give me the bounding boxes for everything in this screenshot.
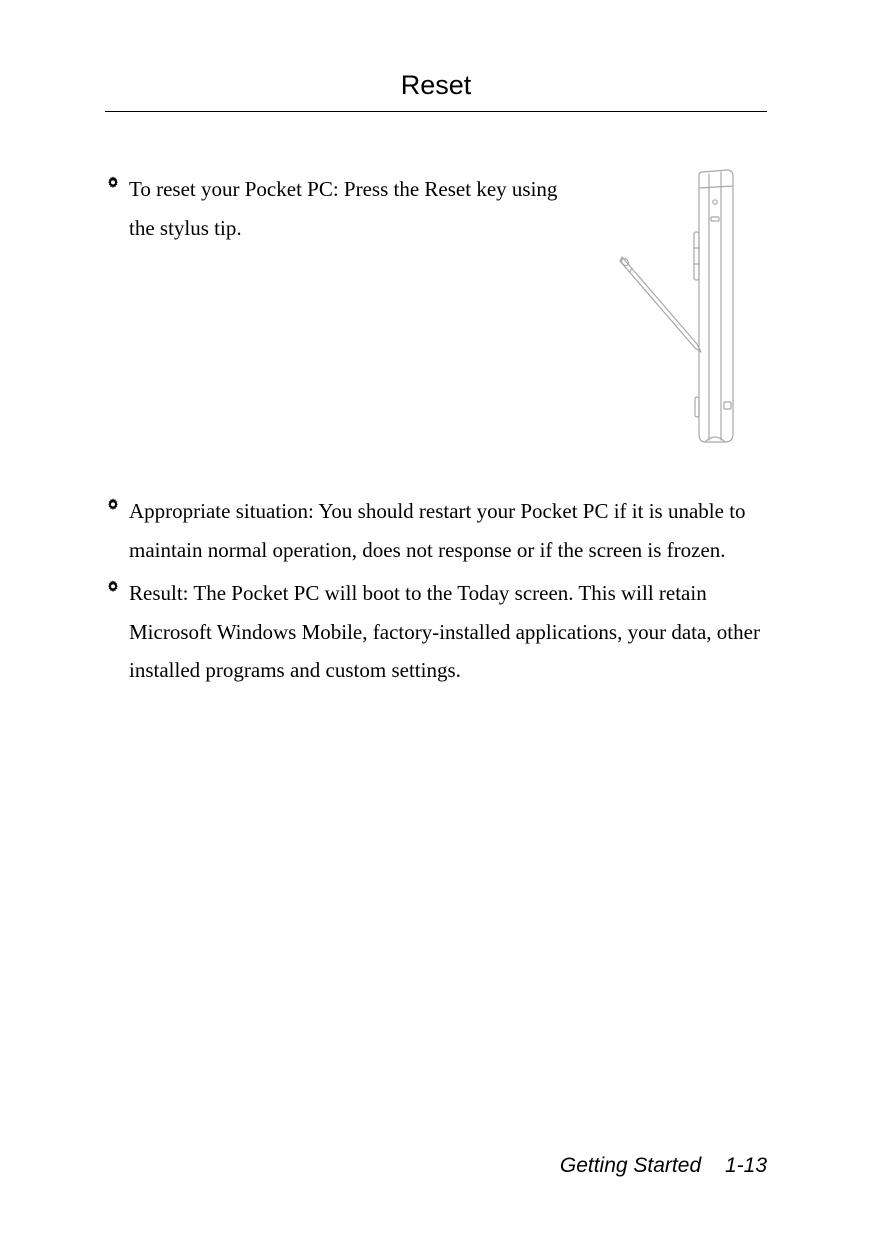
footer-section: Getting Started [560, 1154, 701, 1177]
gear-bullet-icon [105, 175, 123, 196]
page-title: Reset [105, 70, 767, 111]
document-page: Reset To reset your Pocket PC: Press the… [0, 0, 872, 1238]
top-text-block: To reset your Pocket PC: Press the Reset… [105, 162, 567, 252]
bullet-item: To reset your Pocket PC: Press the Reset… [105, 170, 567, 248]
top-content-row: To reset your Pocket PC: Press the Reset… [105, 162, 767, 452]
gear-bullet-icon [105, 497, 123, 518]
lower-text-block: Appropriate situation: You should restar… [105, 492, 767, 690]
bullet-text: Result: The Pocket PC will boot to the T… [129, 574, 767, 691]
bullet-text: Appropriate situation: You should restar… [129, 492, 767, 570]
gear-bullet-icon [105, 579, 123, 600]
bullet-item: Appropriate situation: You should restar… [105, 492, 767, 570]
page-footer: Getting Started 1-13 [560, 1154, 767, 1178]
bullet-item: Result: The Pocket PC will boot to the T… [105, 574, 767, 691]
title-divider [105, 111, 767, 112]
bullet-text: To reset your Pocket PC: Press the Reset… [129, 170, 567, 248]
device-illustration [587, 162, 767, 452]
footer-page-number: 1-13 [725, 1154, 767, 1177]
